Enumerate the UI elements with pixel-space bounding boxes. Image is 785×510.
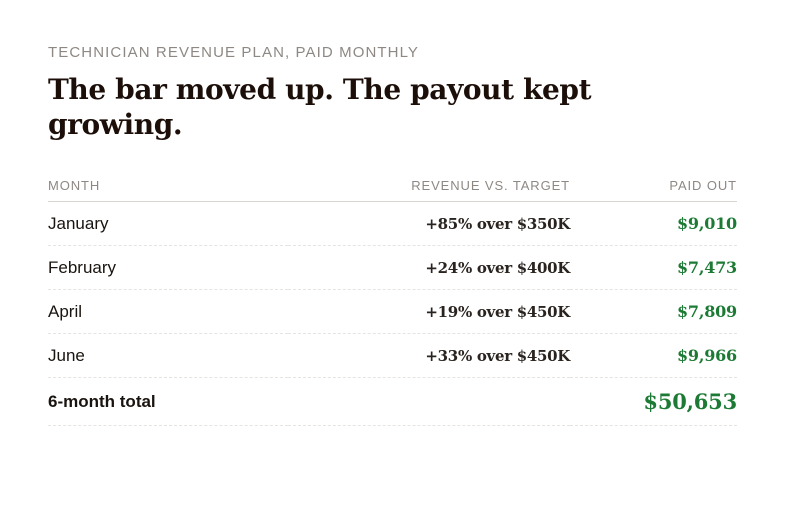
row-revenue: +19% over $450K — [288, 289, 570, 334]
row-paid: $9,010 — [570, 201, 737, 246]
table-row: January +85% over $350K $9,010 — [48, 201, 737, 246]
row-paid: $7,473 — [570, 245, 737, 290]
total-label: 6-month total — [48, 377, 288, 426]
row-month: June — [48, 333, 288, 378]
page-title: The bar moved up. The payout kept growin… — [48, 73, 592, 141]
table-row: April +19% over $450K $7,809 — [48, 289, 737, 334]
row-month: April — [48, 289, 288, 334]
row-month: January — [48, 201, 288, 246]
table-row: February +24% over $400K $7,473 — [48, 245, 737, 290]
column-header-paid: PAID OUT — [570, 162, 737, 202]
row-revenue: +85% over $350K — [288, 201, 570, 246]
column-header-revenue: REVENUE VS. TARGET — [288, 162, 570, 202]
row-revenue: +24% over $400K — [288, 245, 570, 290]
row-paid: $7,809 — [570, 289, 737, 334]
eyebrow-label: TECHNICIAN REVENUE PLAN, PAID MONTHLY — [48, 44, 420, 61]
row-revenue: +33% over $450K — [288, 333, 570, 378]
total-revenue — [288, 377, 570, 426]
row-paid: $9,966 — [570, 333, 737, 378]
table-header-row: MONTH REVENUE VS. TARGET PAID OUT — [48, 162, 737, 202]
column-header-month: MONTH — [48, 162, 288, 202]
total-row: 6-month total $50,653 — [48, 377, 737, 426]
table-row: June +33% over $450K $9,966 — [48, 333, 737, 378]
row-month: February — [48, 245, 288, 290]
payout-table: MONTH REVENUE VS. TARGET PAID OUT Januar… — [48, 162, 737, 426]
revenue-plan-card: TECHNICIAN REVENUE PLAN, PAID MONTHLY Th… — [48, 44, 737, 426]
total-paid: $50,653 — [570, 377, 737, 426]
